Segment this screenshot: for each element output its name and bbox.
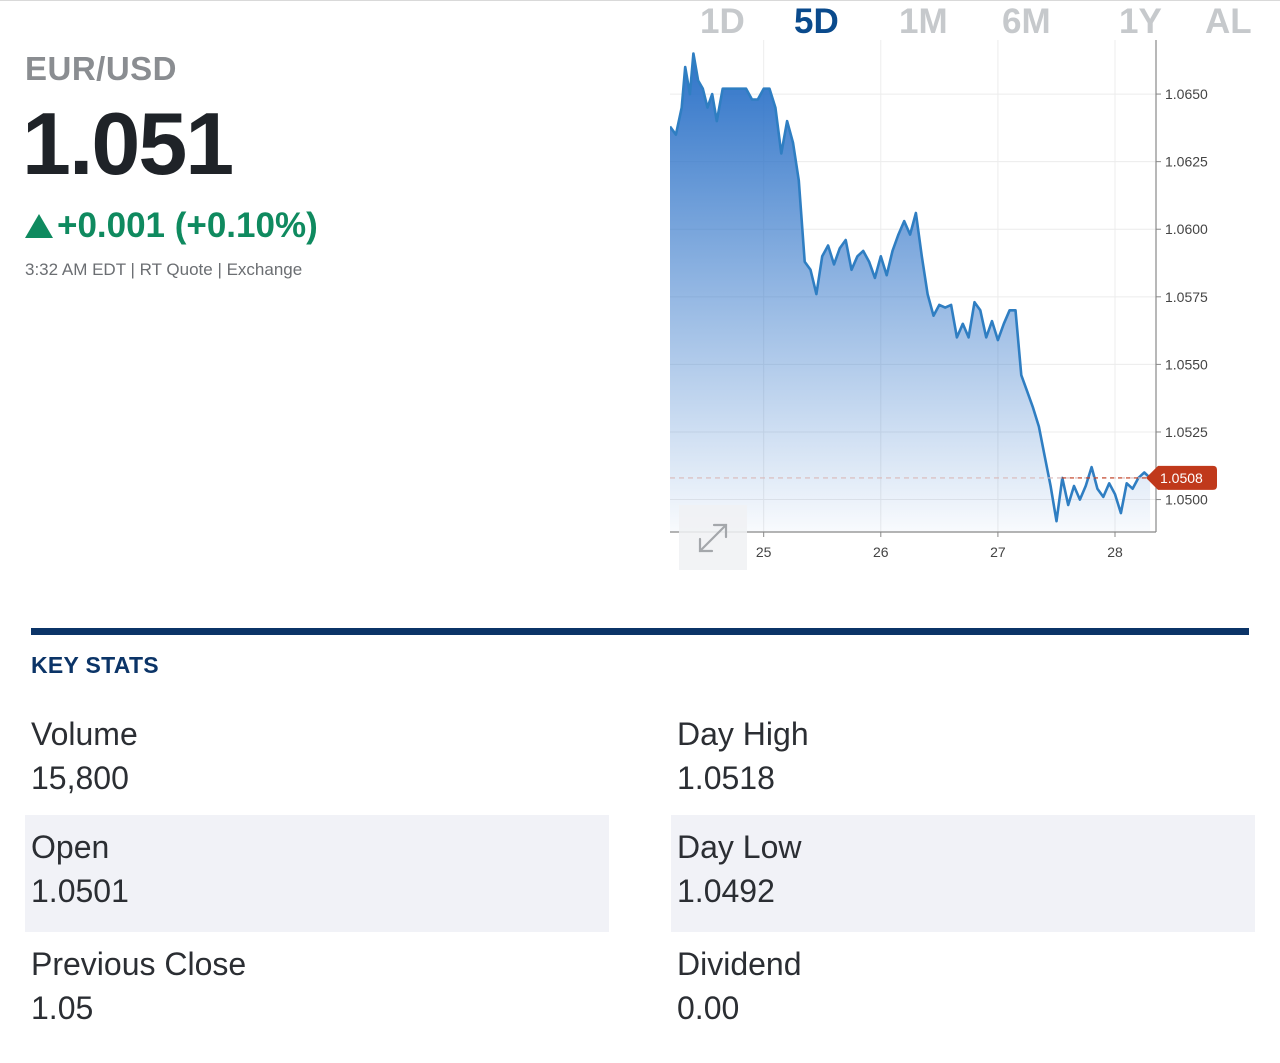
range-tabs: 1D 5D 1M 6M 1Y AL (680, 2, 1280, 46)
tab-1d[interactable]: 1D (700, 2, 745, 41)
stat-label: Day Low (677, 829, 802, 865)
stat-day-low: Day Low 1.0492 (671, 815, 1255, 932)
up-triangle-icon (25, 214, 53, 238)
stat-open: Open 1.0501 (25, 815, 609, 932)
tab-all[interactable]: AL (1205, 2, 1252, 41)
x-tick-label: 26 (873, 544, 889, 560)
stat-value: 1.05 (31, 990, 94, 1026)
x-tick-label: 25 (756, 544, 772, 560)
stat-day-high: Day High 1.0518 (671, 702, 1255, 819)
y-tick-label: 1.0550 (1165, 356, 1208, 372)
y-tick-label: 1.0525 (1165, 424, 1208, 440)
last-price-badge-shape (1146, 465, 1217, 490)
y-tick-label: 1.0625 (1165, 154, 1208, 170)
stat-label: Open (31, 829, 110, 865)
tab-6m[interactable]: 6M (1002, 2, 1051, 41)
x-tick-label: 27 (990, 544, 1006, 560)
stat-label: Day High (677, 716, 809, 752)
price-change: +0.001 (+0.10%) (25, 206, 318, 246)
tab-5d[interactable]: 5D (794, 2, 839, 41)
stat-value: 1.0492 (677, 873, 775, 909)
price-chart[interactable]: 1.0650 1.0625 1.0600 1.0575 1.0550 1.0525 1.05… (670, 40, 1270, 570)
stat-value: 0.00 (677, 990, 740, 1026)
price-line (670, 52, 1151, 523)
stat-value: 15,800 (31, 760, 129, 796)
top-divider (0, 0, 1280, 1)
tab-1y[interactable]: 1Y (1119, 2, 1162, 41)
stat-value: 1.0501 (31, 873, 129, 909)
last-price: 1.051 (22, 94, 234, 193)
y-tick-label: 1.0575 (1165, 289, 1208, 305)
stat-label: Dividend (677, 946, 802, 982)
section-divider (31, 628, 1249, 635)
y-tick-label: 1.0650 (1165, 86, 1208, 102)
key-stats-title: KEY STATS (31, 652, 159, 678)
price-change-text: +0.001 (+0.10%) (57, 206, 318, 245)
stat-dividend: Dividend 0.00 (671, 932, 1255, 1049)
y-tick-label: 1.0600 (1165, 221, 1208, 237)
stat-previous-close: Previous Close 1.05 (25, 932, 609, 1049)
last-price-badge: 1.0508 (1146, 465, 1217, 490)
last-price-badge-label: 1.0508 (1160, 470, 1203, 486)
tab-1m[interactable]: 1M (899, 2, 948, 41)
x-tick-label: 28 (1107, 544, 1123, 560)
expand-chart-button[interactable] (679, 505, 747, 570)
symbol-label: EUR/USD (25, 50, 178, 87)
y-tick-label: 1.0500 (1165, 492, 1208, 508)
stat-value: 1.0518 (677, 760, 775, 796)
quote-meta: 3:32 AM EDT | RT Quote | Exchange (25, 260, 303, 279)
price-area-fill (670, 53, 1151, 532)
stat-label: Volume (31, 716, 138, 752)
expand-arrows-icon (698, 523, 728, 552)
stat-label: Previous Close (31, 946, 247, 982)
stat-volume: Volume 15,800 (25, 702, 609, 819)
